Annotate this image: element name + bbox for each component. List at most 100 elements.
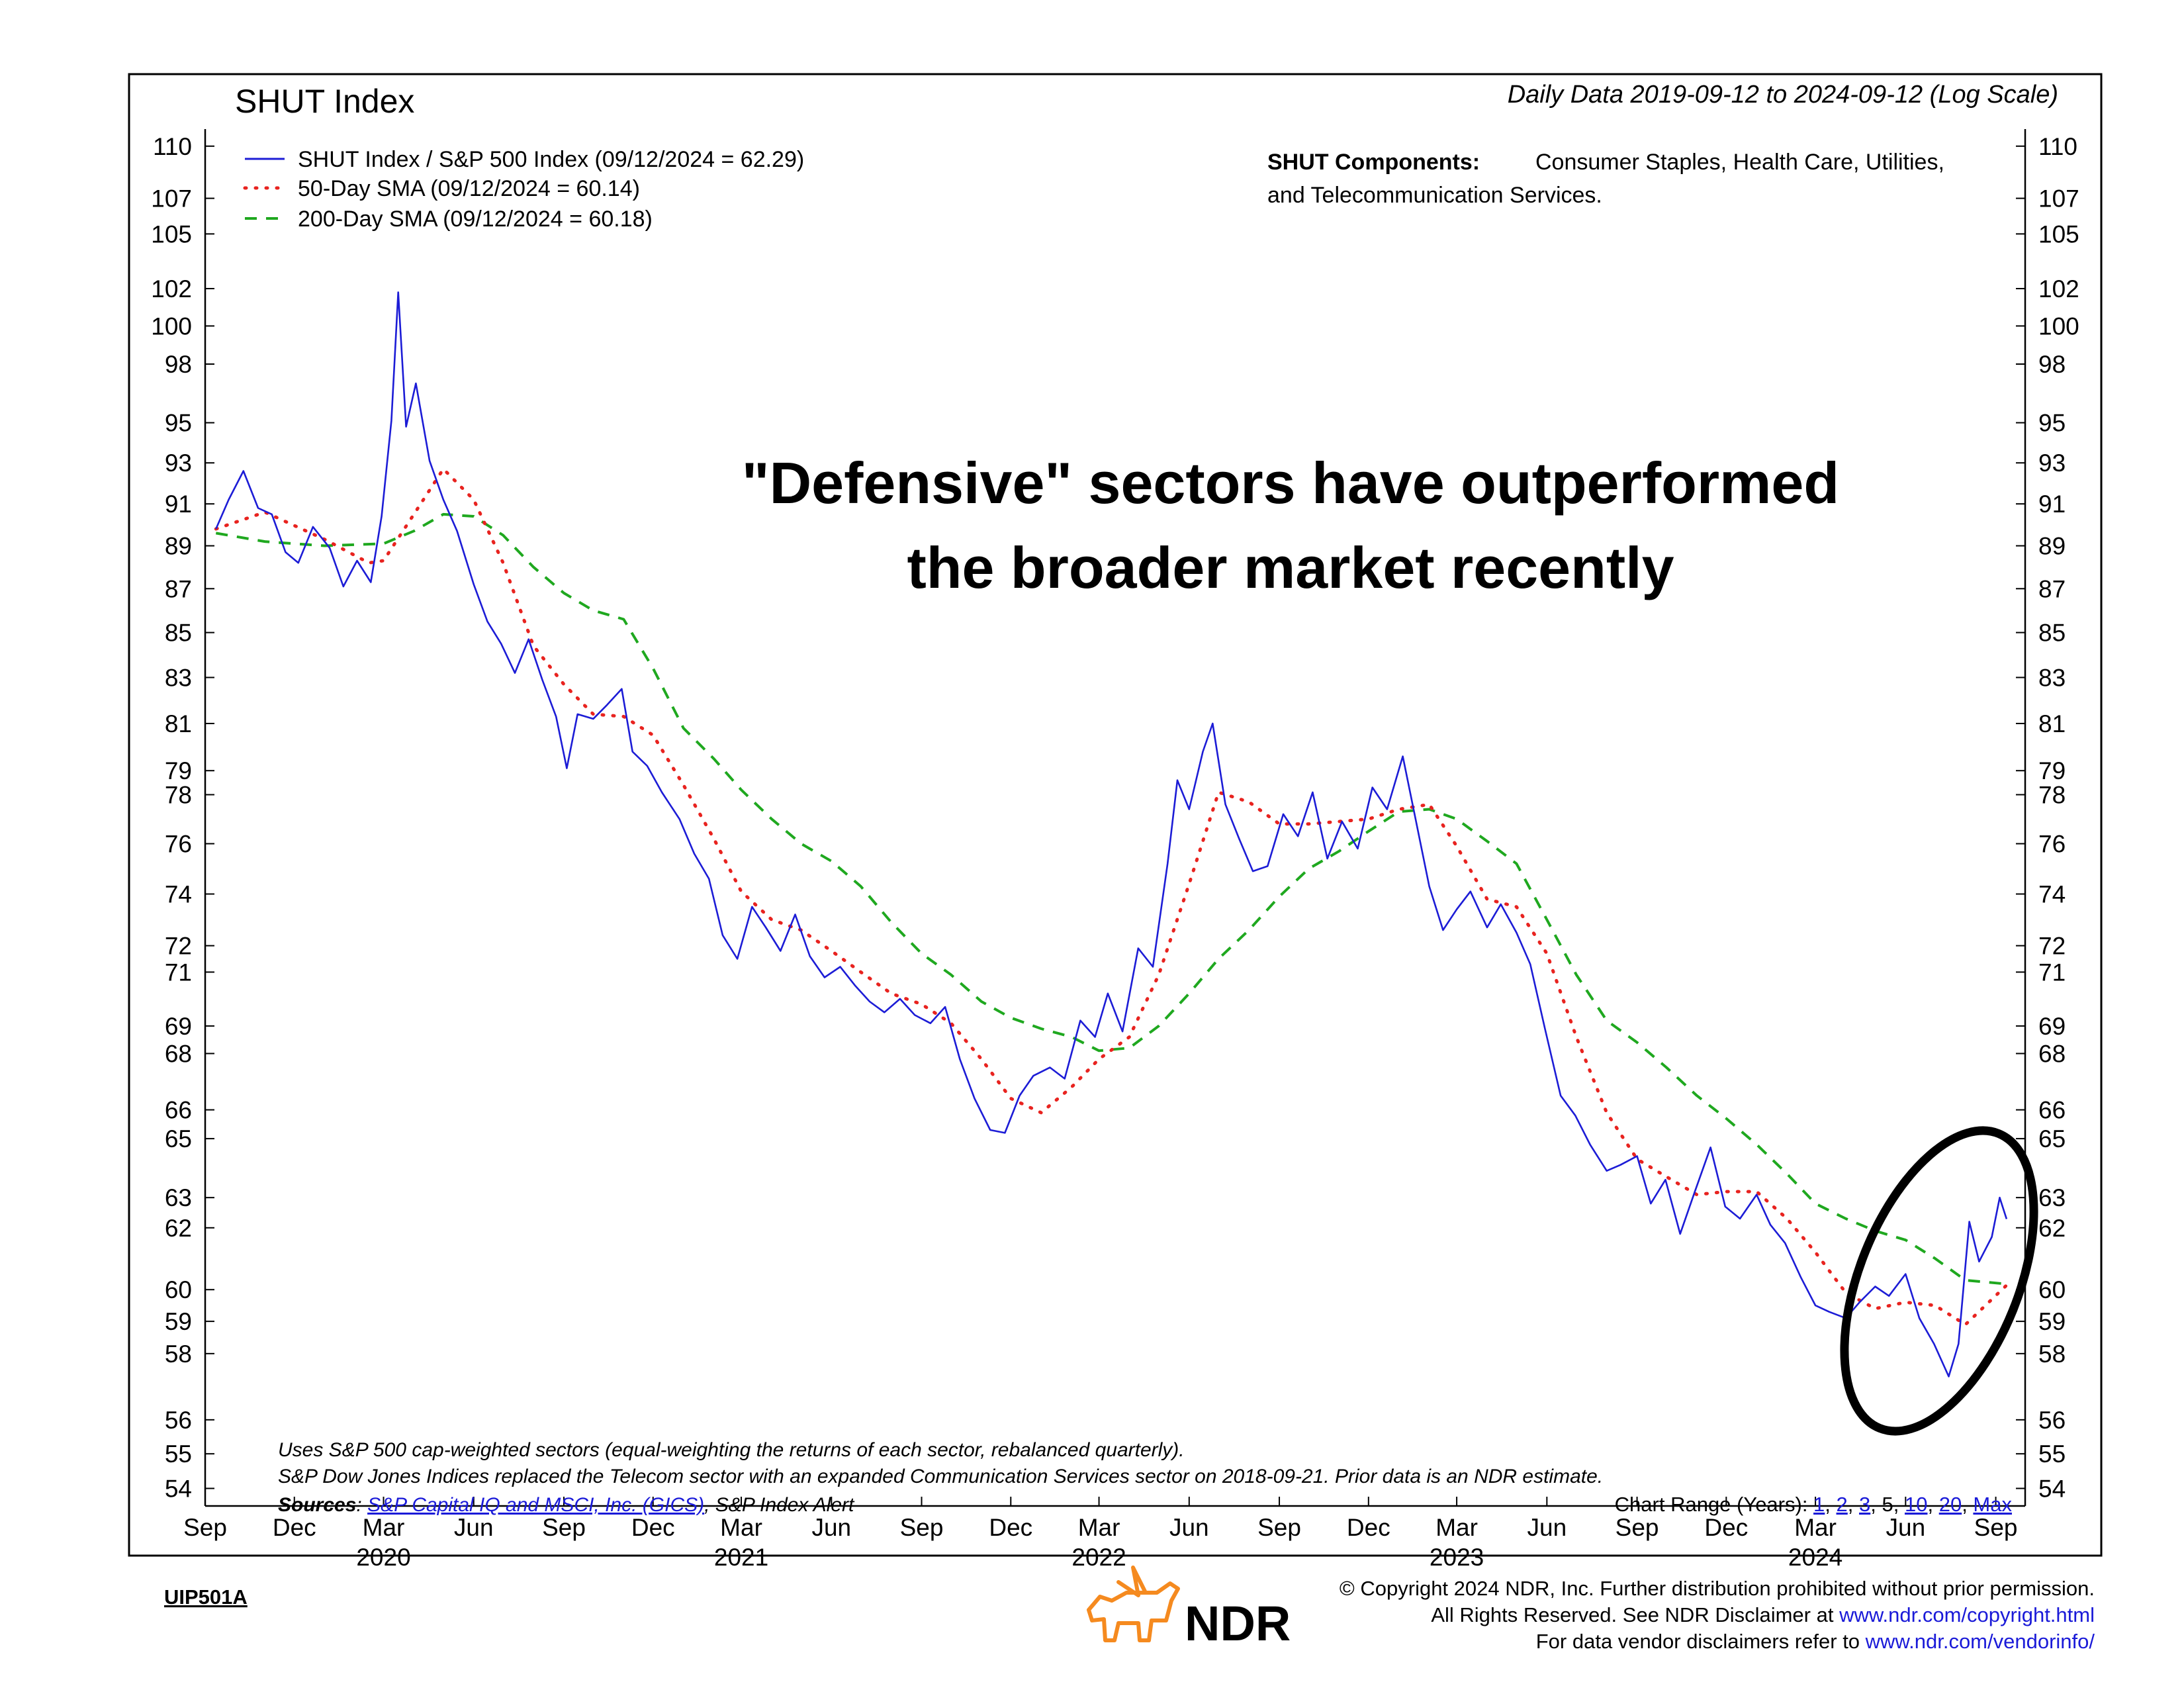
y-tick-label-right: 63 [2038,1184,2066,1211]
y-tick-label-right: 79 [2038,757,2066,784]
range-separator: , [1893,1493,1905,1516]
y-tick-label-right: 60 [2038,1276,2066,1303]
y-tick-label: 66 [165,1097,192,1124]
y-tick-label: 65 [165,1125,192,1152]
y-tick-label: 72 [165,933,192,960]
y-tick-label: 63 [165,1184,192,1211]
copyright-3-prefix: For data vendor disclaimers refer to [1536,1630,1866,1653]
y-tick-label: 98 [165,351,192,378]
y-tick-label-right: 54 [2038,1475,2066,1502]
y-tick-label: 62 [165,1215,192,1242]
range-separator: , [1870,1493,1882,1516]
x-year-label: 2024 [1788,1544,1843,1571]
x-tick-label: Jun [1527,1514,1567,1541]
headline-line-1: "Defensive" sectors have outperformed [742,450,1839,516]
range-separator: , [1825,1493,1836,1516]
series-lines [214,291,2009,1378]
y-tick-label: 59 [165,1308,192,1335]
y-tick-label: 69 [165,1013,192,1040]
y-tick-label-right: 85 [2038,620,2066,647]
y-tick-label-right: 81 [2038,710,2066,737]
range-option-2[interactable]: 2 [1837,1493,1848,1516]
series-line-shut [215,291,2008,1378]
x-year-label: 2022 [1071,1544,1126,1571]
range-separator: , [1927,1493,1938,1516]
copyright-line-3: For data vendor disclaimers refer to www… [1536,1630,2095,1653]
x-tick-label: Mar [363,1514,405,1541]
range-option-1[interactable]: 1 [1813,1493,1825,1516]
y-tick-label: 85 [165,620,192,647]
y-tick-label: 79 [165,757,192,784]
x-tick-label: Sep [542,1514,586,1541]
legend-label-50sma: 50-Day SMA (09/12/2024 = 60.14) [298,176,640,201]
x-tick-label: Jun [454,1514,494,1541]
copyright-2-prefix: All Rights Reserved. See NDR Disclaimer … [1431,1603,1839,1626]
x-year-label: 2020 [356,1544,410,1571]
range-separator: , [1962,1493,1973,1516]
chart-range-selector: Chart Range (Years): 1, 2, 3, 5, 10, 20,… [1615,1493,2013,1516]
y-tick-label: 100 [151,312,192,340]
y-tick-label: 91 [165,491,192,518]
sources-line: Sources: S&P Capital IQ and MSCI, Inc. (… [278,1494,855,1516]
chart-subtitle: Daily Data 2019-09-12 to 2024-09-12 (Log… [1508,81,2058,109]
y-tick-label: 60 [165,1276,192,1303]
y-tick-label-right: 102 [2038,275,2079,303]
x-tick-label: Dec [989,1514,1032,1541]
y-tick-label: 93 [165,449,192,477]
legend-label-200sma: 200-Day SMA (09/12/2024 = 60.18) [298,207,653,232]
y-tick-label: 71 [165,959,192,986]
y-tick-label: 89 [165,533,192,560]
legend: SHUT Index / S&P 500 Index (09/12/2024 =… [243,147,804,232]
x-tick-label: Mar [720,1514,762,1541]
y-tick-label-right: 58 [2038,1340,2066,1368]
y-tick-label: 105 [151,220,192,248]
y-tick-label-right: 71 [2038,959,2066,986]
components-text-2: and Telecommunication Services. [1267,183,1602,208]
components-text-1: Consumer Staples, Health Care, Utilities… [1535,150,1944,175]
y-tick-label: 58 [165,1340,192,1368]
x-axis-ticks: Sep Dec Mar 2020 Jun Sep Dec Mar 2021 Jun Sep Dec Ma… [183,1497,2017,1571]
x-tick-label: Sep [900,1514,944,1541]
range-option-10[interactable]: 10 [1905,1493,1927,1516]
x-tick-label: Sep [1257,1514,1301,1541]
sources-colon: : [356,1494,367,1516]
y-tick-label: 76 [165,831,192,858]
ndr-logo: NDR [1087,1566,1291,1651]
range-option-Max[interactable]: Max [1973,1493,2012,1516]
y-tick-label-right: 87 [2038,575,2066,602]
chart-frame [128,73,2103,1557]
sources-link[interactable]: S&P Capital IQ and MSCI, Inc. (GICS) [367,1494,704,1516]
y-tick-label-right: 62 [2038,1215,2066,1242]
y-tick-label-right: 107 [2038,185,2079,212]
chart-code-link[interactable]: UIP501A [164,1585,248,1609]
x-tick-label: Dec [631,1514,675,1541]
copyright-line-2: All Rights Reserved. See NDR Disclaimer … [1431,1603,2095,1626]
copyright-link[interactable]: www.ndr.com/copyright.html [1839,1603,2095,1626]
x-tick-label: Sep [1615,1514,1659,1541]
y-tick-label-right: 72 [2038,933,2066,960]
y-tick-label-right: 105 [2038,220,2079,248]
y-tick-label-right: 76 [2038,831,2066,858]
ndr-logo-text: NDR [1185,1596,1291,1651]
y-tick-label: 87 [165,575,192,602]
x-tick-label: Mar [1078,1514,1120,1541]
series-line-200sma [215,512,2007,1286]
bull-logo-icon [1087,1566,1180,1642]
range-option-5: 5 [1882,1493,1893,1516]
y-tick-label-right: 98 [2038,351,2066,378]
vendorinfo-link[interactable]: www.ndr.com/vendorinfo/ [1865,1630,2095,1653]
y-tick-label-right: 65 [2038,1125,2066,1152]
x-tick-label: Sep [1974,1514,2018,1541]
y-tick-label: 56 [165,1407,192,1434]
y-tick-label: 83 [165,664,192,691]
y-tick-label: 102 [151,275,192,303]
y-tick-label-right: 95 [2038,410,2066,437]
y-tick-label: 68 [165,1041,192,1068]
range-option-3[interactable]: 3 [1859,1493,1870,1516]
y-tick-label-right: 91 [2038,491,2066,518]
range-option-20[interactable]: 20 [1939,1493,1962,1516]
y-tick-label: 110 [153,133,192,160]
range-separator: , [1848,1493,1859,1516]
x-tick-label: Jun [811,1514,851,1541]
